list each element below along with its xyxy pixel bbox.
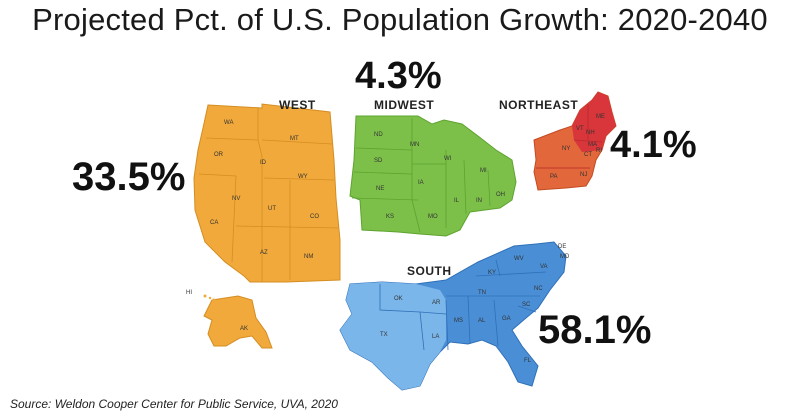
state-label-ga: GA [502,316,511,322]
state-label-wa: WA [224,120,233,126]
state-label-ma: MA [588,142,597,148]
state-label-in: IN [476,198,482,204]
state-label-ny: NY [562,146,570,152]
state-label-tn: TN [478,290,486,296]
state-label-wv: WV [514,256,524,262]
south-region [339,241,567,391]
state-label-wy: WY [298,174,308,180]
region-label-south: SOUTH [407,264,452,278]
pct-northeast: 4.1% [610,124,697,166]
midwest-state-borders [351,118,491,233]
state-label-nm: NM [304,254,313,260]
state-label-ne: NE [376,186,384,192]
state-label-ms: MS [454,318,463,324]
state-label-ca: CA [210,220,218,226]
state-label-mi: MI [480,168,487,174]
state-label-az: AZ [260,250,268,256]
state-label-ct: CT [584,152,592,158]
west-region [193,103,341,349]
region-label-midwest: MIDWEST [374,98,435,112]
state-label-il: IL [454,198,460,204]
state-label-tx: TX [380,332,388,338]
state-label-id: ID [260,160,267,166]
state-label-or: OR [214,152,224,158]
state-label-nv: NV [232,196,240,202]
state-label-va: VA [540,264,548,270]
state-label-mo: MO [428,214,438,220]
state-label-mn: MN [410,142,419,148]
state-label-pa: PA [550,174,558,180]
state-label-co: CO [310,214,319,220]
pct-midwest: 4.3% [355,55,442,97]
state-label-nd: ND [374,132,383,138]
state-label-nc: NC [534,286,543,292]
source-note: Source: Weldon Cooper Center for Public … [10,397,338,411]
state-label-nh: NH [586,130,595,136]
region-label-west: WEST [279,98,316,112]
hawaii-shape [203,294,216,302]
northeast-state-borders [536,104,603,169]
west-state-borders [198,108,339,282]
alaska-shape [203,295,273,349]
state-label-ks: KS [386,214,394,220]
state-label-oh: OH [496,192,505,198]
state-label-hi: HI [186,290,192,296]
state-label-ok: OK [394,296,403,302]
state-label-ri: RI [596,148,602,154]
state-label-ut: UT [268,206,276,212]
state-label-ky: KY [488,270,496,276]
state-label-nj: NJ [580,172,587,178]
northeast-region [533,91,617,191]
pct-west: 33.5% [72,155,186,199]
state-label-md: MD [560,254,570,260]
state-label-sc: SC [522,302,531,308]
south-state-borders [379,259,547,351]
state-label-sd: SD [374,158,383,164]
west-region-shape [193,103,341,283]
midwest-region [349,115,517,237]
state-label-mt: MT [290,136,299,142]
state-label-al: AL [478,318,486,324]
state-label-vt: VT [576,126,584,132]
state-label-fl: FL [524,358,532,364]
state-label-de: DE [558,244,566,250]
map-title: Projected Pct. of U.S. Population Growth… [32,2,768,37]
state-label-la: LA [432,334,439,340]
state-label-wi: WI [444,156,452,162]
region-label-northeast: NORTHEAST [499,98,579,112]
state-label-ar: AR [432,300,441,306]
state-label-me: ME [596,114,605,120]
pct-south: 58.1% [538,308,652,352]
new-england-shape [572,92,616,152]
state-label-ia: IA [418,180,424,186]
midwest-region-shape [349,115,517,237]
state-label-ak: AK [240,326,248,332]
south-west-shape [340,282,446,390]
state-labels: WA OR CA MT ID WY NV UT CO AZ NM AK HI N… [186,114,605,364]
